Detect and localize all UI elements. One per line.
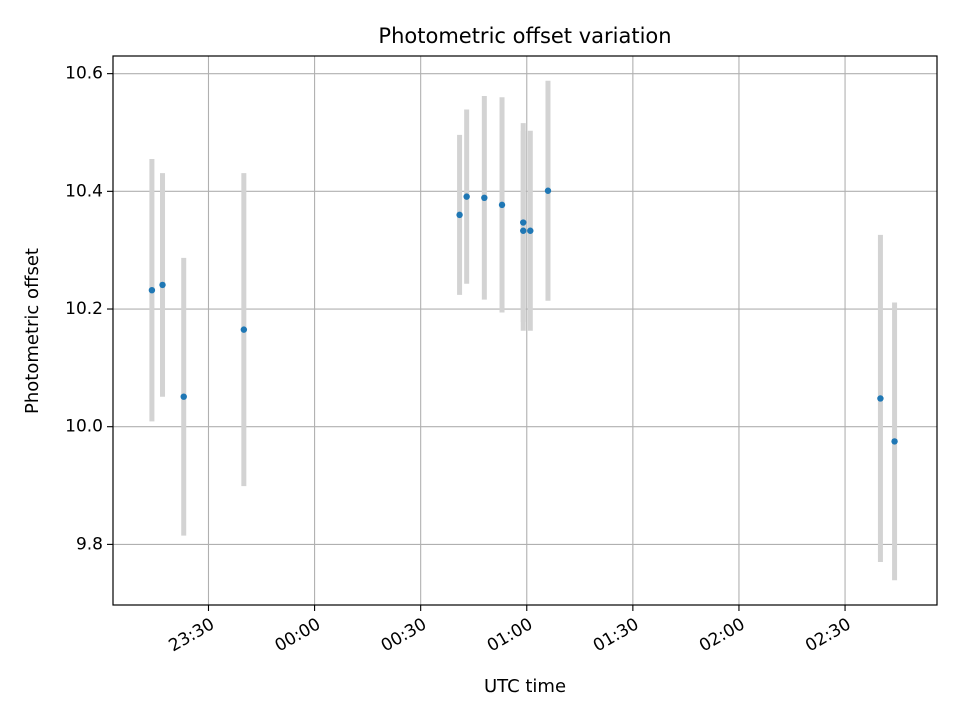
data-point — [481, 194, 488, 202]
grid-layer — [113, 56, 937, 605]
data-point — [240, 326, 248, 333]
data-point — [520, 219, 527, 226]
y-axis-label: Photometric offset — [22, 248, 43, 414]
data-point — [180, 393, 187, 400]
plot-frame — [112, 55, 938, 606]
data-point — [877, 395, 884, 402]
y-tick-label: 10.6 — [65, 64, 103, 84]
y-tick-label: 10.2 — [65, 299, 103, 319]
chart-title: Photometric offset variation — [378, 24, 671, 48]
y-tick-label: 10.0 — [65, 417, 103, 437]
y-tick-label: 9.8 — [76, 534, 103, 554]
x-axis-label: UTC time — [484, 676, 566, 697]
data-point — [456, 211, 463, 219]
data-point — [527, 227, 534, 234]
data-point — [463, 193, 470, 200]
y-axis-ticks: 9.8 10.0 10.2 10.4 10.6 — [65, 64, 113, 554]
data-point — [891, 438, 898, 445]
data-point — [520, 227, 527, 234]
data-point-layer — [148, 187, 898, 445]
y-tick-label: 10.4 — [65, 181, 103, 201]
data-point — [159, 281, 166, 289]
data-point — [148, 286, 156, 294]
data-point — [498, 201, 506, 209]
data-point — [544, 187, 552, 194]
